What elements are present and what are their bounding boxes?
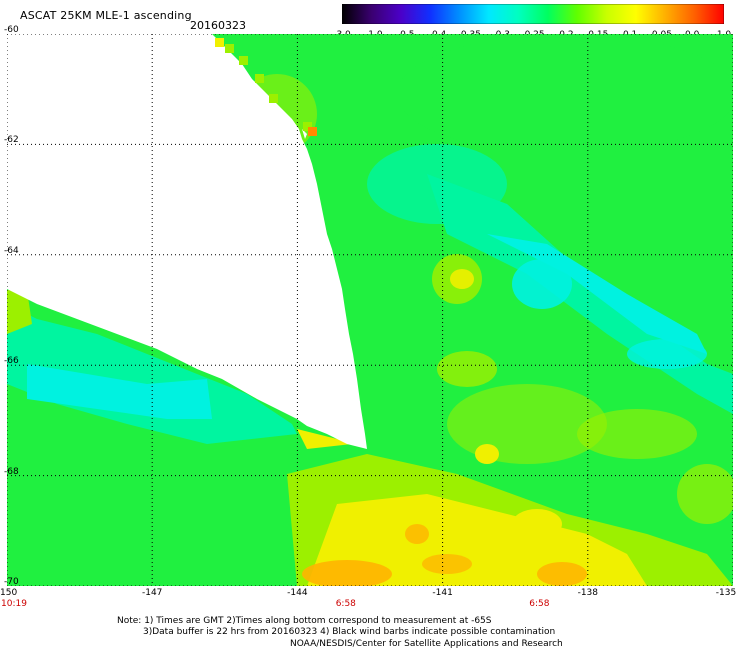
field-patch-cyan: [627, 339, 707, 369]
field-patch-lime: [577, 409, 697, 459]
latitude-label: -66: [4, 356, 19, 367]
latitude-label: -70: [4, 577, 19, 587]
field-patch-lime: [7, 290, 32, 334]
field-patch-orange: [537, 562, 587, 586]
swath-edge-cell: [308, 127, 317, 136]
longitude-label: -150: [0, 588, 18, 598]
time-label: 6:58: [335, 599, 356, 609]
field-patch-orange: [405, 524, 429, 544]
swath-edge-cell: [255, 74, 264, 83]
note-line-3: NOAA/NESDIS/Center for Satellite Applica…: [290, 639, 563, 649]
latitude-label: -64: [4, 245, 19, 256]
field-patch-yellow: [450, 269, 474, 289]
note-line-1: Note: 1) Times are GMT 2)Times along bot…: [117, 616, 492, 626]
field-patch-lime: [677, 464, 737, 524]
field-patch: [397, 34, 737, 154]
field-patch-lime: [437, 351, 497, 387]
longitude-label: -141: [432, 588, 453, 598]
longitude-label: -147: [141, 588, 163, 598]
map-canvas: [6, 33, 737, 588]
latitude-label: -68: [4, 466, 19, 477]
field-patch-cyan: [512, 259, 572, 309]
longitude-label: -138: [577, 588, 599, 598]
map-date: 20160323: [190, 19, 246, 32]
swath-edge-cell: [215, 38, 224, 47]
wind-field-map[interactable]: [6, 33, 737, 588]
field-patch-orange: [302, 560, 392, 588]
swath-edge-cell: [239, 56, 248, 65]
note-line-2: 3)Data buffer is 22 hrs from 20160323 4)…: [143, 627, 556, 637]
field-band-cyan: [487, 234, 707, 354]
latitude-label: -62: [4, 135, 19, 146]
field-patch-yellow: [512, 509, 562, 539]
no-data-region: [7, 34, 367, 449]
swath-edge-cell: [269, 94, 278, 103]
field-patch-orange: [422, 554, 472, 574]
field-band-cyan: [27, 364, 212, 419]
swath-edge-cell: [303, 122, 312, 131]
color-scale-gradient: [342, 4, 724, 24]
time-label: 6:58: [529, 599, 550, 609]
time-label: 10:19: [1, 599, 27, 609]
longitude-label: -144: [287, 588, 308, 598]
map-title: ASCAT 25KM MLE-1 ascending: [20, 9, 192, 22]
color-scale-bar: [342, 4, 724, 24]
latitude-label: -60: [4, 25, 19, 35]
field-patch-yellow: [297, 429, 352, 449]
no-data-sliver: [302, 129, 307, 139]
swath-edge-cell: [225, 44, 234, 53]
longitude-label: -135: [715, 588, 737, 598]
field-patch-yellow: [475, 444, 499, 464]
